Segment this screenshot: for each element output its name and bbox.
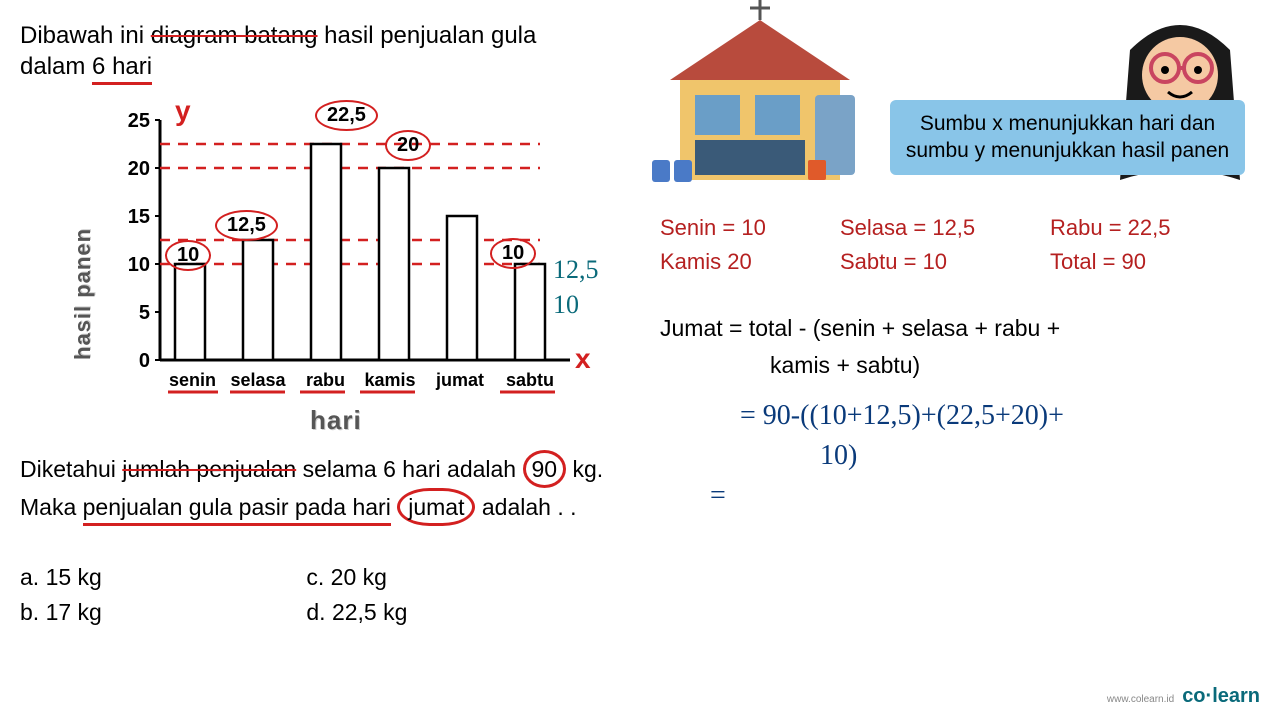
values-grid: Senin = 10 Selasa = 12,5 Rabu = 22,5 Kam… xyxy=(660,215,1260,283)
ytick-0: 0 xyxy=(120,350,150,373)
q-line2-pre: dalam xyxy=(20,53,92,80)
formula-block: Jumat = total - (senin + selasa + rabu +… xyxy=(660,310,1260,384)
ytick-5: 5 xyxy=(120,302,150,325)
qb-post: kg. xyxy=(566,456,603,482)
formula-line2: kamis + sabtu) xyxy=(660,347,1260,384)
bar-chart: hasil panen hari y x 0 5 10 15 20 25 sen… xyxy=(60,100,580,420)
cat-3: kamis xyxy=(360,370,420,391)
ytick-10: 10 xyxy=(120,254,150,277)
blue-info-box: Sumbu x menunjukkan hari dan sumbu y men… xyxy=(890,100,1245,175)
opt-d: d. 22,5 kg xyxy=(306,595,407,630)
hand-blue-2: 10) xyxy=(820,440,857,472)
val-total: Total = 90 xyxy=(1050,249,1146,275)
val-selasa: Selasa = 12,5 xyxy=(840,215,1030,241)
qb2-post: adalah . . xyxy=(475,494,576,520)
logo-main: co·learn xyxy=(1182,685,1260,707)
qb2-pre: Maka xyxy=(20,494,83,520)
shop-icon xyxy=(640,0,880,200)
x-letter: x xyxy=(575,343,591,375)
right-panel: Sumbu x menunjukkan hari dan sumbu y men… xyxy=(640,0,1280,720)
q-line1-strike: diagram batang xyxy=(151,22,318,49)
q-line1-post: hasil penjualan gula xyxy=(318,22,537,49)
formula-line1: Jumat = total - (senin + selasa + rabu + xyxy=(660,310,1260,347)
qb2-jumat: jumat xyxy=(397,488,475,526)
val-rabu: Rabu = 22,5 xyxy=(1050,215,1170,241)
x-axis-label: hari xyxy=(310,405,362,436)
hand-teal-1: 12,5 xyxy=(553,255,599,285)
cat-5: sabtu xyxy=(500,370,560,391)
cat-0: senin xyxy=(165,370,220,391)
y-axis-label: hasil panen xyxy=(70,228,96,360)
qb-strike: jumlah penjualan xyxy=(122,456,296,482)
annot-1: 12,5 xyxy=(215,210,278,241)
qb2-under: penjualan gula pasir pada hari xyxy=(83,491,391,526)
annot-2: 22,5 xyxy=(315,100,378,131)
ytick-20: 20 xyxy=(120,158,150,181)
opt-b: b. 17 kg xyxy=(20,595,300,630)
qb-90: 90 xyxy=(523,450,567,488)
val-kamis: Kamis 20 xyxy=(660,249,820,275)
q-line1-pre: Dibawah ini xyxy=(20,22,151,49)
answer-options: a. 15 kg b. 17 kg c. 20 kg d. 22,5 kg xyxy=(20,560,407,629)
hand-teal-2: 10 xyxy=(553,290,579,320)
ytick-15: 15 xyxy=(120,206,150,229)
opt-a: a. 15 kg xyxy=(20,560,300,595)
qb-mid: selama 6 hari adalah xyxy=(296,456,522,482)
annot-3: 20 xyxy=(385,130,431,161)
cat-2: rabu xyxy=(298,370,353,391)
question-bottom: Diketahui jumlah penjualan selama 6 hari… xyxy=(20,450,603,526)
q-line2-under: 6 hari xyxy=(92,51,152,85)
cat-1: selasa xyxy=(228,370,288,391)
logo-url: www.colearn.id xyxy=(1107,694,1174,705)
ytick-25: 25 xyxy=(120,110,150,133)
val-sabtu: Sabtu = 10 xyxy=(840,249,1030,275)
hand-blue-1: = 90-((10+12,5)+(22,5+20)+ xyxy=(740,400,1064,432)
cat-4: jumat xyxy=(430,370,490,391)
annot-0: 10 xyxy=(165,240,211,271)
left-panel: Dibawah ini diagram batang hasil penjual… xyxy=(20,20,620,85)
hand-blue-3: = xyxy=(710,480,726,512)
qb-pre: Diketahui xyxy=(20,456,122,482)
val-senin: Senin = 10 xyxy=(660,215,820,241)
y-letter: y xyxy=(175,95,191,127)
annot-4: 10 xyxy=(490,238,536,269)
opt-c: c. 20 kg xyxy=(306,560,407,595)
question-text-top: Dibawah ini diagram batang hasil penjual… xyxy=(20,20,620,85)
logo: www.colearn.id co·learn xyxy=(1107,685,1260,708)
